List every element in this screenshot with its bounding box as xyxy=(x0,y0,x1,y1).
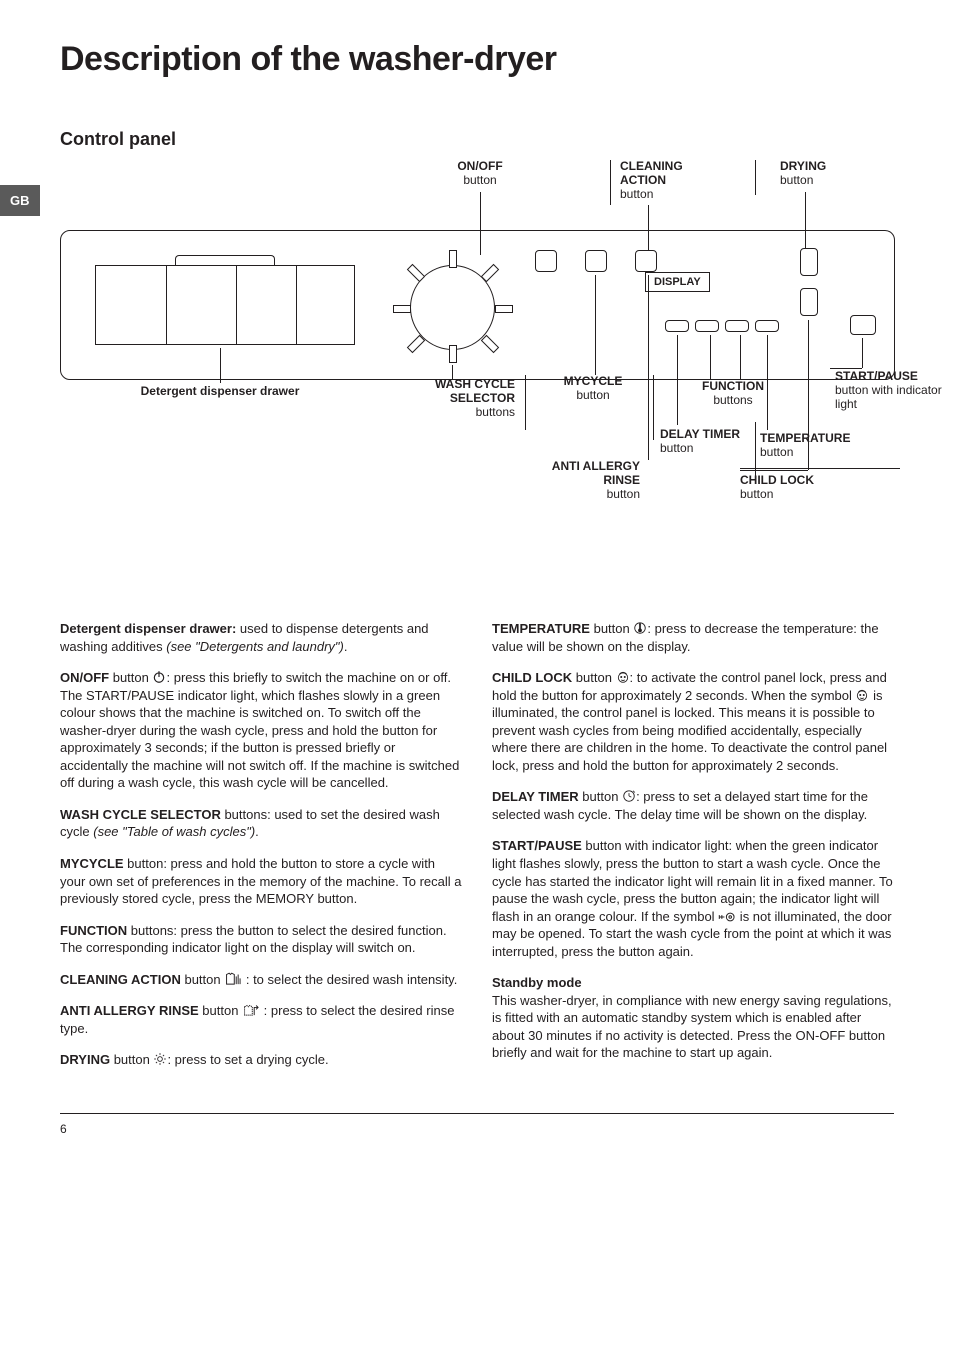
body-paragraph: Detergent dispenser drawer: used to disp… xyxy=(60,620,462,655)
body-paragraph: FUNCTION buttons: press the button to se… xyxy=(60,922,462,957)
wash-lbl-bold: WASH CYCLE SELECTOR xyxy=(435,377,515,405)
page-title: Description of the washer-dryer xyxy=(60,40,894,79)
temp-lbl-sub: button xyxy=(760,445,793,459)
startpause-lbl-sub: button with indicator light xyxy=(835,383,942,411)
drawer-lbl: Detergent dispenser drawer xyxy=(141,384,300,398)
drying-lbl-bold: DRYING xyxy=(780,159,826,173)
body-paragraph: DRYING button : press to set a drying cy… xyxy=(60,1051,462,1069)
mycycle-lbl-bold: MYCYCLE xyxy=(564,374,623,388)
body-paragraph: ANTI ALLERGY RINSE button : press to sel… xyxy=(60,1002,462,1037)
control-panel-diagram: ON/OFF button CLEANING ACTION button DRY… xyxy=(60,160,894,580)
onoff-lbl-bold: ON/OFF xyxy=(457,159,502,173)
body-paragraph: ON/OFF button : press this briefly to sw… xyxy=(60,669,462,792)
childlock-lbl-sub: button xyxy=(740,487,773,501)
delay-lbl-bold: DELAY TIMER xyxy=(660,427,740,441)
body-paragraph: TEMPERATURE button : press to decrease t… xyxy=(492,620,894,655)
page-number: 6 xyxy=(60,1122,894,1136)
delay-lbl-sub: button xyxy=(660,441,693,455)
cleaning-lbl-bold: CLEANING ACTION xyxy=(620,159,683,187)
startpause-lbl-bold: START/PAUSE xyxy=(835,369,918,383)
function-lbl-bold: FUNCTION xyxy=(702,379,764,393)
drying-lbl-sub: button xyxy=(780,173,813,187)
onoff-lbl-sub: button xyxy=(463,173,496,187)
body-paragraph: CHILD LOCK button : to activate the cont… xyxy=(492,669,894,774)
body-paragraph: Standby modeThis washer-dryer, in compli… xyxy=(492,974,894,1062)
display-label: DISPLAY xyxy=(645,272,710,292)
drawer-graphic xyxy=(95,265,355,345)
wash-lbl-sub: buttons xyxy=(476,405,515,419)
body-paragraph: MYCYCLE button: press and hold the butto… xyxy=(60,855,462,908)
mycycle-lbl-sub: button xyxy=(576,388,609,402)
side-tab: GB xyxy=(0,185,40,216)
childlock-lbl-bold: CHILD LOCK xyxy=(740,473,814,487)
body-paragraph: DELAY TIMER button : press to set a dela… xyxy=(492,788,894,823)
body-paragraph: CLEANING ACTION button : to select the d… xyxy=(60,971,462,989)
anti-lbl-bold: ANTI ALLERGY RINSE xyxy=(552,459,640,487)
anti-lbl-sub: button xyxy=(607,487,640,501)
function-lbl-sub: buttons xyxy=(713,393,752,407)
cleaning-lbl-sub: button xyxy=(620,187,653,201)
body-paragraph: WASH CYCLE SELECTOR buttons: used to set… xyxy=(60,806,462,841)
temp-lbl-bold: TEMPERATURE xyxy=(760,431,850,445)
body-paragraph: START/PAUSE button with indicator light:… xyxy=(492,837,894,960)
control-panel-heading: Control panel xyxy=(60,129,894,150)
